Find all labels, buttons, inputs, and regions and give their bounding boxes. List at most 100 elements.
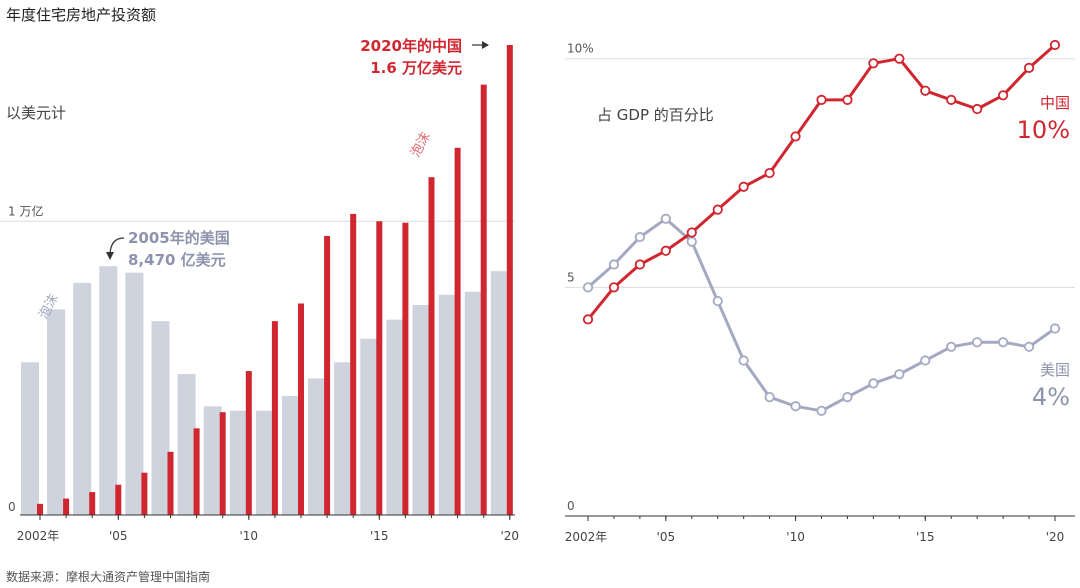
point-us-2018 bbox=[998, 337, 1009, 348]
y-tick-label: 5 bbox=[567, 270, 575, 284]
point-us-2008 bbox=[738, 355, 749, 366]
chart-title: 年度住宅房地产投资额 bbox=[6, 6, 157, 24]
point-china-2014 bbox=[894, 53, 905, 64]
point-us-2010 bbox=[790, 401, 801, 412]
bar-us-2002 bbox=[21, 362, 39, 515]
y-tick-label: 10% bbox=[567, 42, 594, 56]
point-us-2012 bbox=[842, 392, 853, 403]
bar-china-2012 bbox=[298, 303, 304, 515]
point-china-2005 bbox=[660, 245, 671, 256]
bar-us-2016 bbox=[386, 319, 405, 515]
point-us-2005 bbox=[660, 213, 671, 224]
source-note: 数据来源：摩根大通资产管理中国指南 bbox=[6, 570, 211, 584]
bar-us-2017 bbox=[412, 304, 431, 515]
point-china-2015 bbox=[920, 85, 931, 96]
bar-us-2015 bbox=[360, 338, 379, 515]
chart-subtitle: 占 GDP 的百分比 bbox=[597, 106, 714, 124]
x-tick-label: 2002年 bbox=[565, 530, 608, 544]
point-china-2017 bbox=[972, 103, 983, 115]
bar-us-2012 bbox=[282, 396, 300, 515]
bar-china-2007 bbox=[167, 451, 174, 515]
bar-china-2018 bbox=[454, 147, 461, 515]
x-tick-label: '20 bbox=[1046, 530, 1065, 544]
x-tick-label: '20 bbox=[501, 529, 520, 543]
point-china-2011 bbox=[816, 94, 827, 105]
point-us-2020 bbox=[1049, 323, 1061, 334]
point-china-2020 bbox=[1049, 39, 1061, 51]
bar-china-2020 bbox=[506, 45, 513, 515]
bar-us-2008 bbox=[177, 374, 196, 515]
bar-china-2008 bbox=[193, 428, 200, 515]
bar-china-2002 bbox=[37, 503, 43, 515]
series-label-china: 中国 bbox=[1040, 94, 1070, 112]
point-china-2009 bbox=[764, 167, 775, 179]
bar-china-2010 bbox=[245, 371, 252, 515]
annotation-china-2020-value: 1.6 万亿美元 bbox=[370, 59, 462, 77]
point-us-2009 bbox=[764, 392, 775, 403]
x-tick-label: '10 bbox=[786, 530, 805, 544]
point-us-2016 bbox=[946, 341, 957, 352]
bar-china-2013 bbox=[324, 235, 331, 515]
bar-china-2006 bbox=[141, 472, 148, 515]
series-value-us: 4% bbox=[1032, 383, 1070, 411]
point-china-2008 bbox=[738, 181, 749, 192]
point-china-2007 bbox=[712, 204, 723, 215]
bar-china-2015 bbox=[376, 221, 383, 515]
point-us-2007 bbox=[712, 295, 723, 307]
bar-china-2003 bbox=[63, 498, 70, 515]
unit-label: 以美元计 bbox=[6, 104, 66, 122]
x-tick-label: '05 bbox=[657, 530, 676, 544]
bar-china-2019 bbox=[480, 84, 487, 515]
point-us-2004 bbox=[634, 231, 645, 243]
point-china-2013 bbox=[868, 58, 879, 69]
line-china bbox=[586, 43, 1056, 321]
bar-china-2004 bbox=[89, 492, 96, 515]
bar-us-2005 bbox=[99, 266, 118, 515]
y-tick-label: 0 bbox=[567, 499, 575, 513]
point-us-2006 bbox=[686, 236, 697, 247]
point-us-2011 bbox=[816, 405, 827, 416]
bar-china-2016 bbox=[402, 222, 409, 515]
point-us-2014 bbox=[894, 369, 905, 380]
point-us-2013 bbox=[868, 378, 879, 389]
series-value-china: 10% bbox=[1017, 116, 1070, 144]
point-china-2010 bbox=[790, 131, 801, 142]
bar-us-2007 bbox=[151, 321, 170, 515]
bar-us-2006 bbox=[125, 272, 144, 515]
point-china-2004 bbox=[634, 259, 645, 270]
y-tick-label: 1 万亿 bbox=[8, 203, 43, 218]
bar-us-2020 bbox=[490, 271, 509, 515]
annotation-us-2005-value: 8,470 亿美元 bbox=[128, 251, 226, 269]
point-china-2002 bbox=[582, 314, 594, 325]
bar-china-2009 bbox=[219, 412, 226, 515]
x-tick-label: 2002年 bbox=[17, 529, 60, 543]
point-china-2018 bbox=[998, 90, 1009, 101]
bar-china-2005 bbox=[115, 484, 122, 515]
point-china-2016 bbox=[946, 94, 957, 105]
bar-us-2013 bbox=[308, 378, 327, 515]
point-us-2019 bbox=[1023, 341, 1035, 352]
bar-us-2019 bbox=[464, 291, 483, 515]
point-china-2003 bbox=[608, 282, 620, 293]
point-us-2015 bbox=[920, 355, 931, 366]
bar-us-2003 bbox=[47, 309, 66, 515]
x-tick-label: '15 bbox=[916, 530, 935, 544]
bar-us-2004 bbox=[73, 282, 92, 515]
bar-us-2009 bbox=[203, 406, 222, 515]
annotation-china-2020-title: 2020年的中国 bbox=[360, 37, 462, 55]
point-us-2002 bbox=[582, 282, 594, 293]
bar-us-2014 bbox=[334, 362, 353, 515]
x-tick-label: '10 bbox=[240, 529, 259, 543]
series-label-us: 美国 bbox=[1040, 361, 1070, 379]
point-us-2003 bbox=[608, 259, 620, 270]
bar-us-2011 bbox=[255, 410, 274, 515]
bar-china-2011 bbox=[271, 321, 278, 515]
bar-china-2017 bbox=[428, 177, 435, 515]
annotation-us-2005-title: 2005年的美国 bbox=[128, 229, 230, 247]
point-china-2012 bbox=[842, 94, 853, 105]
annotation-china-arrowhead bbox=[482, 41, 489, 49]
point-china-2006 bbox=[686, 227, 697, 238]
point-china-2019 bbox=[1023, 62, 1035, 73]
line-chart-share-of-gdp: 0 5 10% 占 GDP 的百分比 2002年 '05 '10 '15 '20 中国 10% 美国 4… bbox=[565, 39, 1075, 544]
annotation-us-arrowhead bbox=[106, 252, 114, 260]
